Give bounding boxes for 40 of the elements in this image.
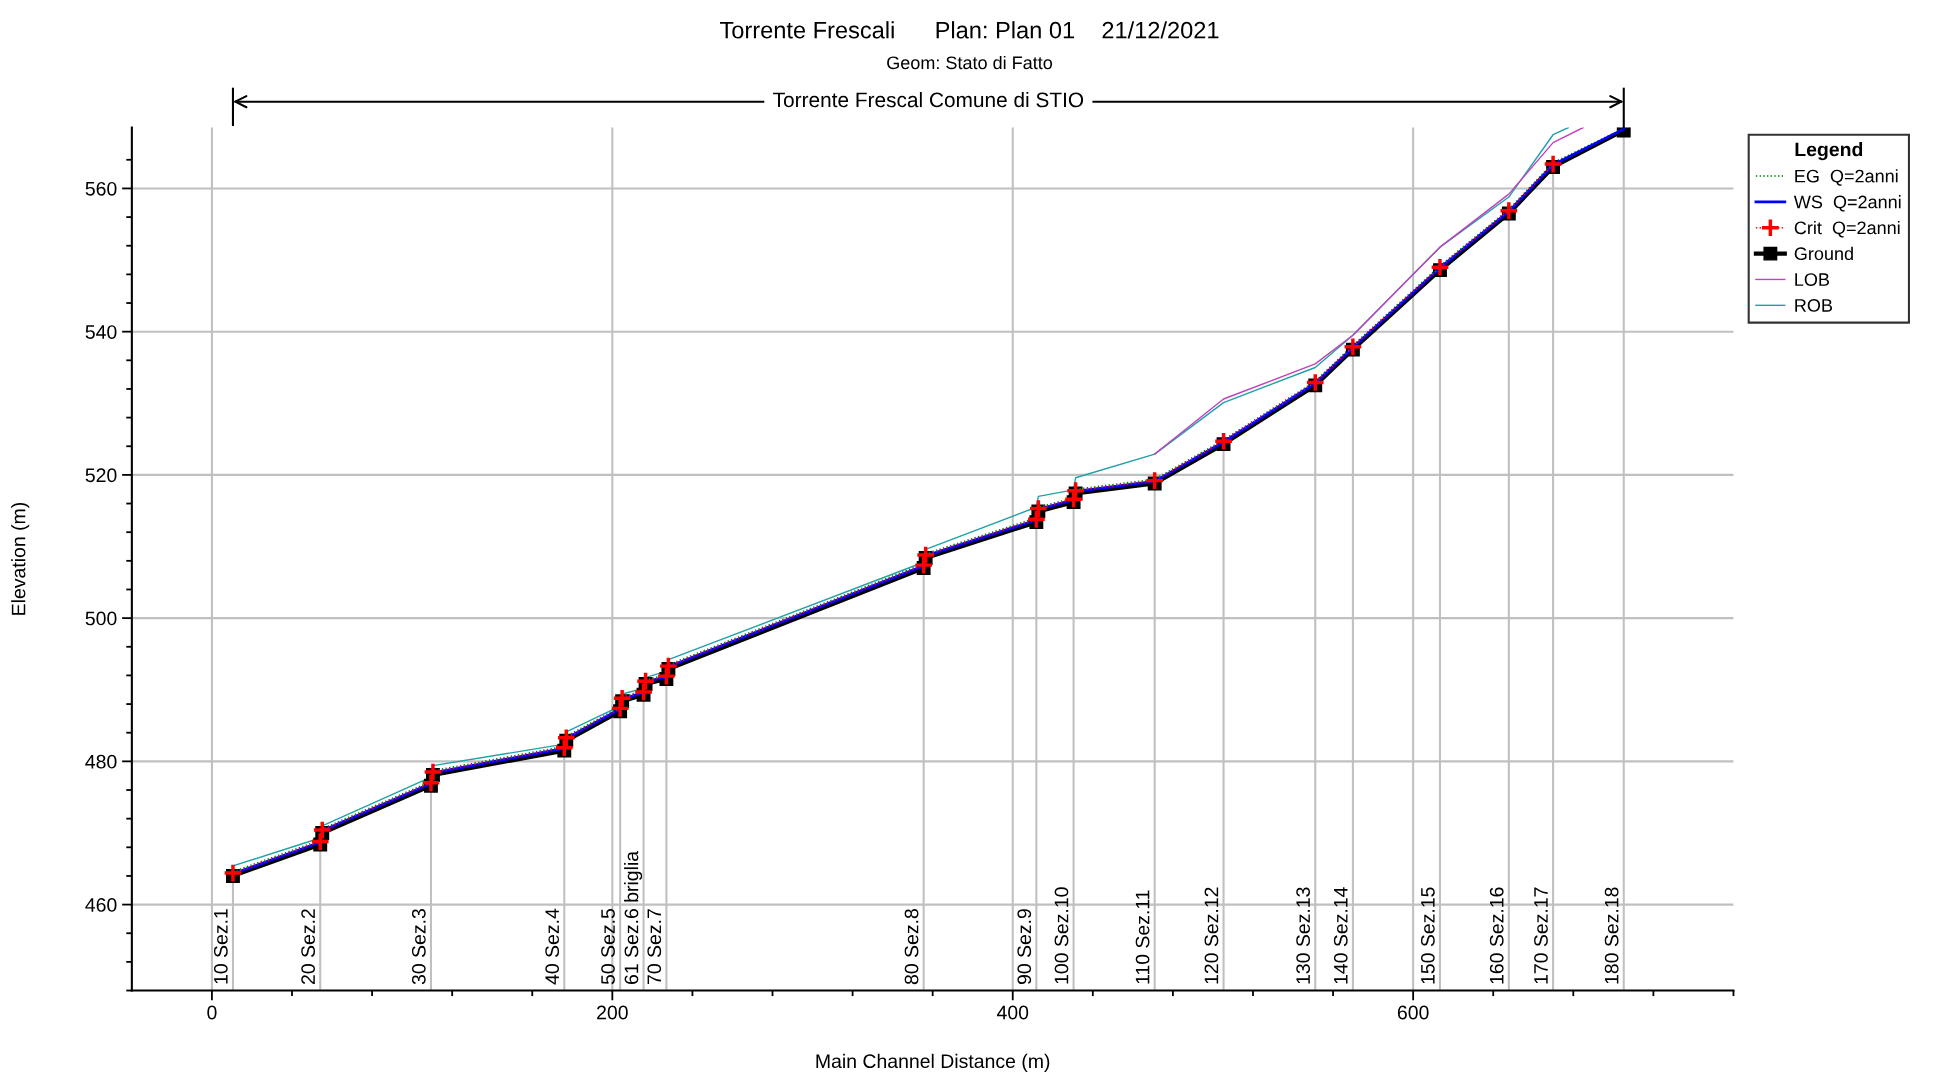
- y-tick-label: 480: [85, 754, 117, 769]
- y-tick-label: 540: [85, 325, 117, 339]
- ref-line-label: 160 Sez.16: [1489, 887, 1504, 984]
- legend-label: LOB: [1795, 273, 1830, 286]
- legend-label: Crit Q=2anni: [1794, 220, 1900, 238]
- ref-line-label: 90 Sez.9: [1017, 909, 1032, 985]
- ref-line-label: 20 Sez.2: [301, 909, 316, 984]
- chart-title: Torrente Frescali Plan: Plan 01 21/12/2021: [720, 21, 1219, 39]
- x-tick-label: 200: [597, 1005, 628, 1020]
- ref-line-label: 30 Sez.3: [411, 909, 426, 985]
- legend-label: WS Q=2anni: [1793, 195, 1901, 212]
- ref-line-label: 130 Sez.13: [1296, 887, 1311, 984]
- ref-line-label: 180 Sez.18: [1604, 887, 1619, 984]
- ref-line-label: 120 Sez.12: [1204, 887, 1219, 984]
- ref-line-label: 150 Sez.15: [1420, 887, 1435, 984]
- chart-subtitle: Geom: Stato di Fatto: [887, 55, 1053, 70]
- legend-label: Ground: [1794, 246, 1853, 261]
- ref-line-label: 110 Sez.11: [1135, 890, 1150, 984]
- legend-label: ROB: [1795, 299, 1833, 312]
- x-axis-title: Main Channel Distance (m): [816, 1053, 1050, 1072]
- y-axis-title: Elevation (m): [11, 502, 30, 615]
- ref-line-label: 100 Sez.10: [1054, 887, 1069, 984]
- ref-line-label: 140 Sez.14: [1333, 887, 1348, 984]
- ref-line-label: 50 Sez.5: [601, 909, 615, 985]
- legend-label: EG Q=2anni: [1795, 169, 1898, 186]
- y-tick-label: 520: [85, 468, 117, 483]
- x-tick-label: 400: [996, 1005, 1029, 1020]
- x-tick-label: 0: [207, 1005, 217, 1020]
- ref-line-label: 170 Sez.17: [1534, 887, 1548, 984]
- y-tick-label: 500: [85, 611, 117, 626]
- ref-line-label: 80 Sez.8: [904, 909, 919, 985]
- y-tick-label: 460: [85, 898, 117, 912]
- legend-title: Legend: [1795, 142, 1863, 161]
- ref-line-label: 10 Sez.1: [213, 909, 228, 984]
- ref-line-label: 40 Sez.4: [545, 908, 560, 985]
- ref-line-label: 61 Sez.6 briglia: [624, 850, 643, 984]
- y-tick-label: 560: [85, 181, 117, 196]
- ref-line-label: 70 Sez.7: [647, 909, 662, 984]
- x-tick-label: 600: [1397, 1005, 1429, 1020]
- text: Torrente Frescal Comune di STIO: [773, 91, 1084, 108]
